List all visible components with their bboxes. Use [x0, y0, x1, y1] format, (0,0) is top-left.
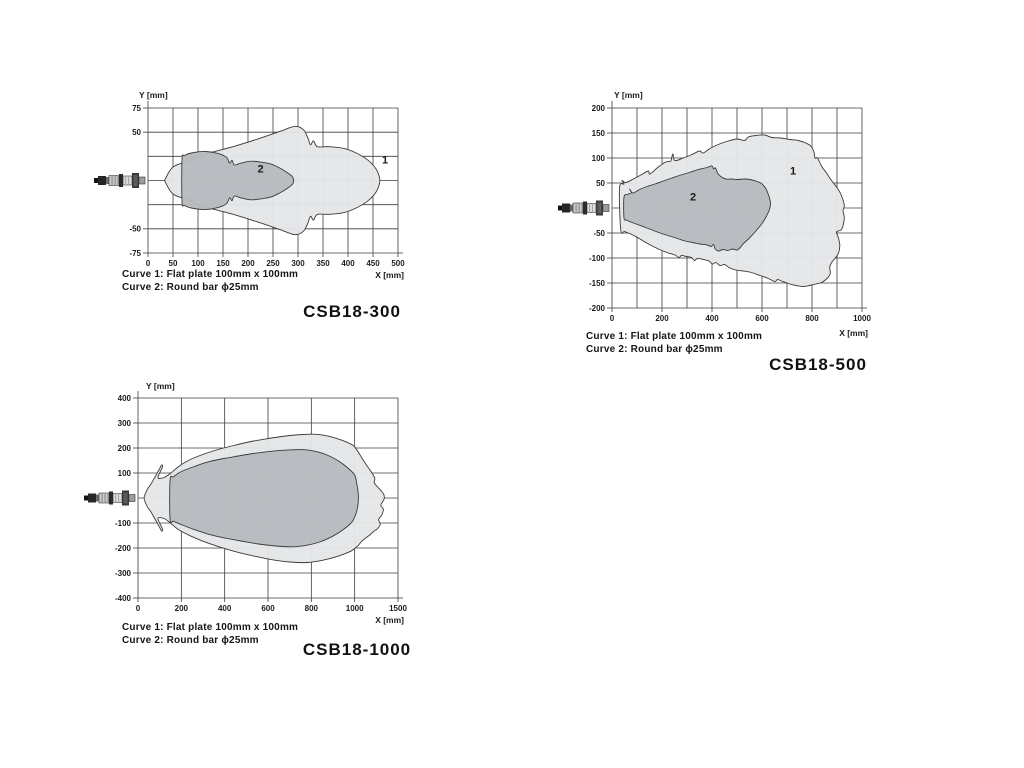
- svg-text:200: 200: [655, 314, 669, 323]
- chart-title-csb18-300: CSB18-300: [303, 302, 401, 321]
- ultrasonic-sensor-icon: [558, 200, 610, 216]
- chart-title-csb18-1000: CSB18-1000: [302, 640, 412, 659]
- tick-labels: 0 200 400 600 800 1000 200 150 100 50 -50 -100 -150 -…: [589, 104, 871, 323]
- svg-text:-100: -100: [115, 519, 132, 528]
- svg-text:100: 100: [191, 259, 205, 268]
- svg-text:100: 100: [592, 154, 606, 163]
- svg-text:400: 400: [705, 314, 719, 323]
- svg-text:75: 75: [132, 104, 141, 113]
- legend-curve-2: Curve 2: Round bar ϕ25mm: [122, 282, 259, 293]
- svg-text:0: 0: [146, 259, 151, 268]
- x-axis-label: X [mm]: [375, 615, 404, 625]
- chart-title-csb18-500: CSB18-500: [769, 355, 867, 374]
- svg-text:200: 200: [175, 604, 189, 613]
- svg-text:0: 0: [610, 314, 615, 323]
- plot-area-csb18-1000: 0 200 400 600 800 1000 1500 400 300 200 100 -100 -20…: [84, 391, 407, 613]
- svg-text:600: 600: [755, 314, 769, 323]
- curve-2-region: [169, 449, 359, 548]
- svg-text:400: 400: [218, 604, 232, 613]
- x-axis-label: X [mm]: [375, 270, 404, 280]
- y-axis-label: Y [mm]: [139, 90, 168, 100]
- svg-text:0: 0: [136, 604, 141, 613]
- y-axis-label: Y [mm]: [614, 90, 643, 100]
- ultrasonic-sensor-icon: [84, 490, 136, 506]
- svg-text:500: 500: [391, 259, 405, 268]
- svg-text:-150: -150: [589, 279, 606, 288]
- x-axis-label: X [mm]: [839, 328, 868, 338]
- svg-text:1500: 1500: [389, 604, 407, 613]
- svg-text:300: 300: [118, 419, 132, 428]
- svg-text:100: 100: [118, 469, 132, 478]
- svg-text:300: 300: [291, 259, 305, 268]
- legend-curve-1: Curve 1: Flat plate 100mm x 100mm: [122, 622, 299, 633]
- svg-text:200: 200: [241, 259, 255, 268]
- svg-text:400: 400: [341, 259, 355, 268]
- ultrasonic-sensor-icon: [94, 173, 146, 188]
- svg-text:800: 800: [805, 314, 819, 323]
- y-axis-label: Y [mm]: [146, 381, 175, 391]
- svg-text:150: 150: [216, 259, 230, 268]
- plot-area-csb18-500: 0 200 400 600 800 1000 200 150 100 50 -50 -100 -150 -…: [558, 101, 871, 323]
- curve-2-region: [181, 151, 295, 210]
- legend-curve-2: Curve 2: Round bar ϕ25mm: [586, 344, 723, 355]
- plot-area-csb18-300: 0 50 100 150 200 250 300 350 400 450 500 75 50 -50 -75…: [94, 101, 405, 268]
- svg-text:200: 200: [118, 444, 132, 453]
- svg-text:-50: -50: [129, 225, 141, 234]
- svg-text:50: 50: [169, 259, 178, 268]
- curve-2-region: [623, 165, 771, 252]
- svg-text:-200: -200: [115, 544, 132, 553]
- legend-curve-1: Curve 1: Flat plate 100mm x 100mm: [586, 331, 763, 342]
- svg-text:400: 400: [118, 394, 132, 403]
- svg-text:150: 150: [592, 129, 606, 138]
- svg-text:-200: -200: [589, 304, 606, 313]
- svg-text:-400: -400: [115, 594, 132, 603]
- svg-text:800: 800: [305, 604, 319, 613]
- svg-text:-75: -75: [129, 249, 141, 258]
- curve-label-1: 1: [382, 155, 388, 167]
- curve-label-2: 2: [257, 163, 263, 175]
- svg-text:200: 200: [592, 104, 606, 113]
- svg-text:450: 450: [366, 259, 380, 268]
- tick-labels: 0 200 400 600 800 1000 1500 400 300 200 100 -100 -20…: [115, 394, 407, 613]
- svg-text:-50: -50: [593, 229, 605, 238]
- tick-labels: 0 50 100 150 200 250 300 350 400 450 500 75 50 -50 -75: [129, 104, 405, 268]
- svg-text:1000: 1000: [853, 314, 871, 323]
- svg-text:-300: -300: [115, 569, 132, 578]
- svg-text:50: 50: [596, 179, 605, 188]
- svg-text:1000: 1000: [346, 604, 364, 613]
- svg-text:-100: -100: [589, 254, 606, 263]
- curve-label-1: 1: [790, 166, 796, 178]
- curve-label-2: 2: [690, 192, 696, 204]
- svg-text:600: 600: [261, 604, 275, 613]
- legend-curve-1: Curve 1: Flat plate 100mm x 100mm: [122, 269, 299, 280]
- svg-text:50: 50: [132, 128, 141, 137]
- svg-text:350: 350: [316, 259, 330, 268]
- legend-curve-2: Curve 2: Round bar ϕ25mm: [122, 635, 259, 646]
- svg-text:250: 250: [266, 259, 280, 268]
